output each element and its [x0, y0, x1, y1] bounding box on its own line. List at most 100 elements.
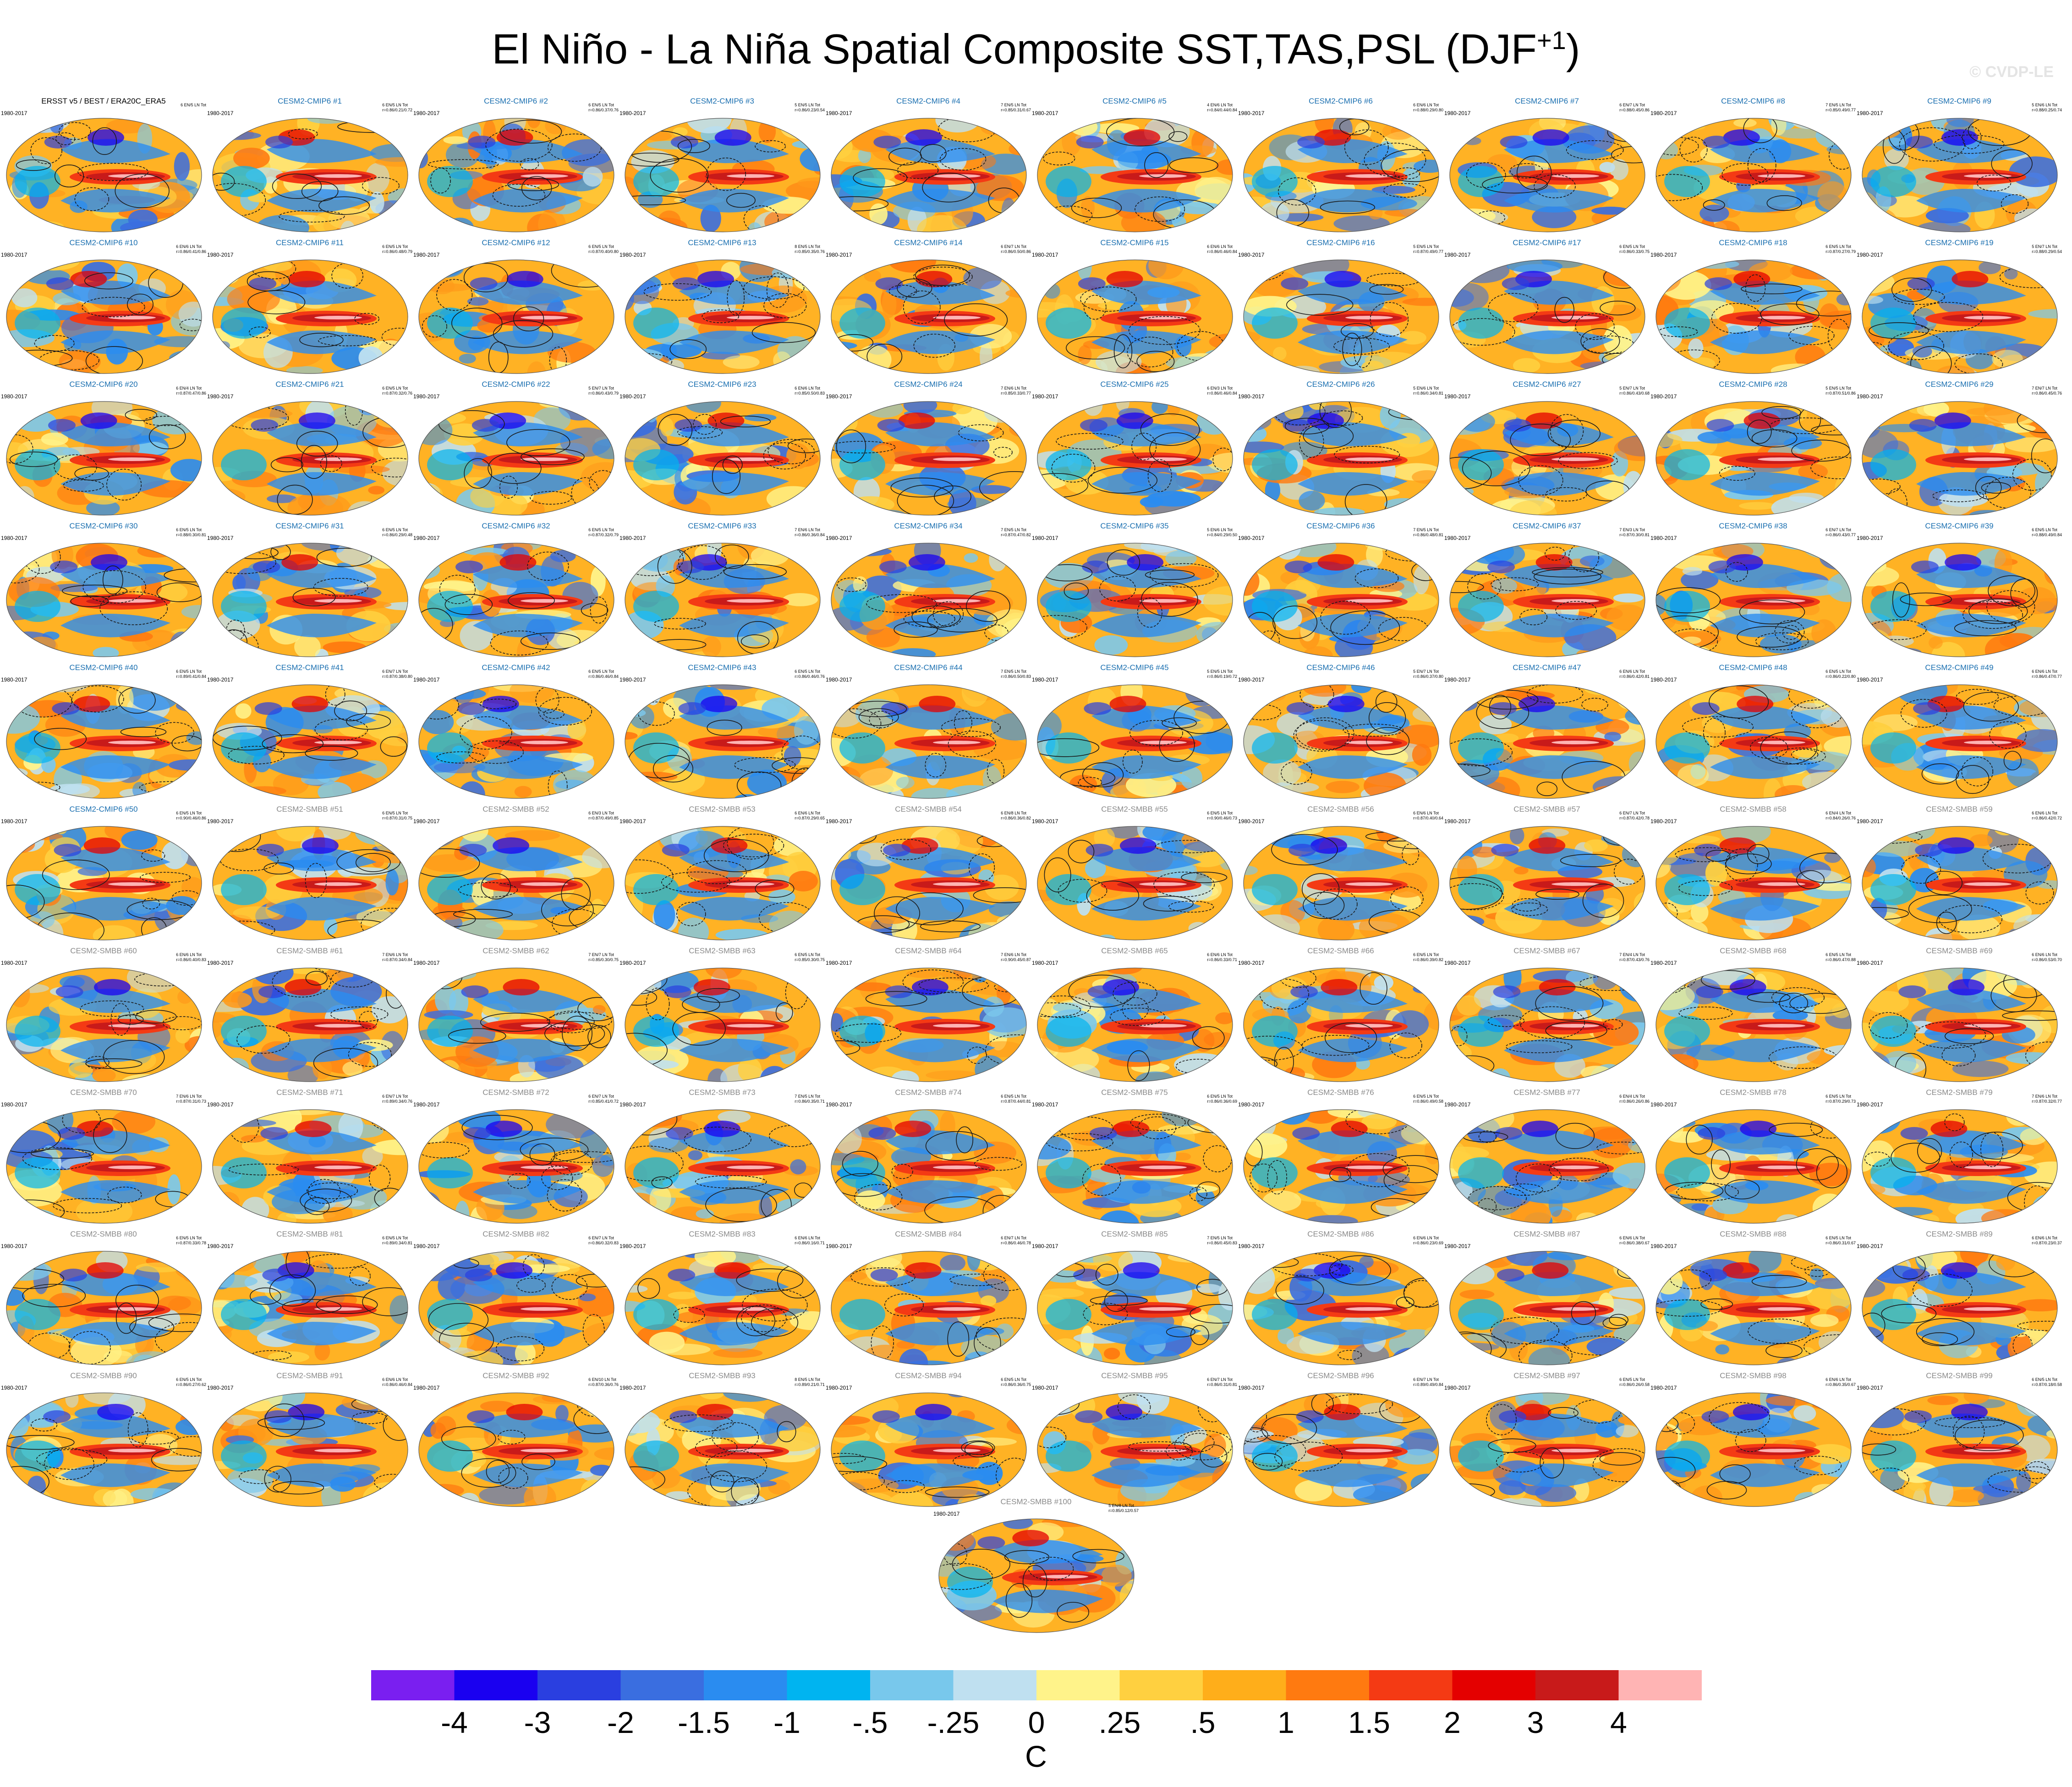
panel-title: CESM2-CMIP6 #22 — [482, 380, 550, 389]
panel-period: 1980-2017 — [207, 818, 234, 825]
panel-period: 1980-2017 — [1238, 1101, 1265, 1108]
panel-title: ERSST v5 / BEST / ERA20C_ERA5 — [41, 97, 166, 105]
map-panel: CESM2-SMBB #89 1980-2017 6 EN/6 LN Tot r=0.… — [1856, 1230, 2063, 1371]
panel-period: 1980-2017 — [1032, 676, 1058, 683]
panel-stats: 7 EN/6 LN Tot r=0.87/0.34/0.84 — [382, 952, 412, 962]
panel-stats: 7 EN/7 LN Tot r=0.86/0.45/0.76 — [2032, 386, 2062, 396]
colorbar-tick-label: -.25 — [927, 1705, 980, 1739]
panel-period: 1980-2017 — [1857, 110, 1883, 116]
map-panel: CESM2-CMIP6 #9 1980-2017 5 EN/6 LN Tot r=0.… — [1856, 97, 2063, 238]
panel-stats: 6 EN/6 LN Tot r=0.86/0.23/0.69 — [1413, 1236, 1443, 1245]
panel-stats: 7 EN/3 LN Tot r=0.87/0.30/0.81 — [1619, 528, 1650, 537]
composite-map — [418, 1109, 614, 1224]
panel-title: CESM2-SMBB #85 — [1101, 1230, 1168, 1238]
panel-period: 1980-2017 — [1238, 676, 1265, 683]
panel-stats: 6 EN/5 LN Tot r=0.89/0.41/0.84 — [176, 669, 206, 679]
composite-map — [938, 1518, 1135, 1633]
composite-map — [212, 826, 408, 940]
panel-period: 1980-2017 — [1032, 252, 1058, 258]
panel-period: 1980-2017 — [207, 393, 234, 400]
panel-stats: 4 EN/6 LN Tot r=0.84/0.44/0.84 — [1207, 103, 1237, 112]
panel-title: CESM2-SMBB #54 — [895, 805, 962, 814]
colorbar-tick-label: -3 — [524, 1705, 551, 1739]
panel-stats: 8 EN/5 LN Tot r=0.89/0.21/0.71 — [795, 1377, 825, 1387]
composite-map — [418, 543, 614, 657]
panel-period: 1980-2017 — [207, 1101, 234, 1108]
map-panel: CESM2-CMIP6 #34 1980-2017 7 EN/5 LN Tot r=0… — [825, 522, 1032, 663]
map-panel: CESM2-CMIP6 #36 1980-2017 7 EN/5 LN Tot r=0… — [1237, 522, 1444, 663]
composite-map — [1862, 968, 2058, 1082]
panel-title: CESM2-CMIP6 #3 — [690, 97, 754, 105]
colorbar-tick-label: -1.5 — [678, 1705, 730, 1739]
panel-title: CESM2-CMIP6 #38 — [1719, 522, 1787, 530]
composite-map — [831, 684, 1027, 799]
panel-stats: 7 EN/6 LN Tot r=0.85/0.33/0.77 — [1001, 386, 1031, 396]
composite-map — [418, 684, 614, 799]
colorbar-tick-label: 2 — [1444, 1705, 1461, 1739]
map-panel: CESM2-CMIP6 #2 1980-2017 6 EN/5 LN Tot r=0.… — [412, 97, 619, 238]
composite-map — [625, 1392, 821, 1507]
panel-title: CESM2-SMBB #60 — [70, 946, 137, 955]
panel-title: CESM2-CMIP6 #35 — [1100, 522, 1169, 530]
map-panel: CESM2-SMBB #87 1980-2017 6 EN/6 LN Tot r=0.… — [1443, 1230, 1650, 1371]
panel-stats: 6 EN/5 LN Tot r=0.86/0.47/0.88 — [1825, 952, 1856, 962]
colorbar-tick-label: 3 — [1527, 1705, 1544, 1739]
map-panel: CESM2-CMIP6 #29 1980-2017 7 EN/7 LN Tot r=0… — [1856, 380, 2063, 522]
panel-period: 1980-2017 — [413, 110, 440, 116]
title-superscript: +1 — [1536, 26, 1566, 55]
panel-stats: 6 EN/8 LN Tot r=0.86/0.36/0.82 — [1001, 811, 1031, 820]
map-panel: CESM2-CMIP6 #23 1980-2017 6 EN/6 LN Tot r=0… — [619, 380, 826, 522]
composite-map — [6, 543, 202, 657]
panel-title: CESM2-CMIP6 #49 — [1925, 663, 1994, 672]
panel-title: CESM2-CMIP6 #6 — [1309, 97, 1373, 105]
panel-stats: 7 EN/5 LN Tot r=0.87/0.47/0.82 — [1001, 528, 1031, 537]
panel-stats: 5 EN/6 LN Tot r=0.86/0.34/0.81 — [1413, 386, 1443, 396]
composite-map — [1655, 259, 1852, 374]
map-panel: CESM2-SMBB #84 1980-2017 6 EN/7 LN Tot r=0.… — [825, 1230, 1032, 1371]
panel-period: 1980-2017 — [826, 535, 852, 541]
panel-period: 1980-2017 — [1857, 393, 1883, 400]
composite-map — [1243, 259, 1439, 374]
panel-stats: 6 EN/5 LN Tot r=0.87/0.32/0.76 — [382, 386, 412, 396]
panel-stats: 5 EN/5 LN Tot r=0.87/0.49/0.77 — [1413, 244, 1443, 254]
panel-title: CESM2-CMIP6 #19 — [1925, 238, 1994, 247]
panel-stats: 7 EN/4 LN Tot r=0.87/0.43/0.76 — [1619, 952, 1650, 962]
panel-title: CESM2-SMBB #61 — [276, 946, 343, 955]
panel-stats: 7 EN/7 LN Tot r=0.85/0.30/0.75 — [588, 952, 619, 962]
map-panel: CESM2-CMIP6 #49 1980-2017 6 EN/6 LN Tot r=0… — [1856, 664, 2063, 805]
map-panel: CESM2-SMBB #56 1980-2017 6 EN/6 LN Tot r=0.… — [1237, 805, 1444, 946]
composite-map — [212, 1251, 408, 1365]
composite-map — [1037, 118, 1233, 232]
map-panel: CESM2-SMBB #79 1980-2017 7 EN/6 LN Tot r=0.… — [1856, 1089, 2063, 1230]
panel-period: 1980-2017 — [826, 676, 852, 683]
panel-title: CESM2-SMBB #96 — [1307, 1371, 1374, 1380]
panel-period: 1980-2017 — [1238, 535, 1265, 541]
map-panel: CESM2-SMBB #81 1980-2017 6 EN/5 LN Tot r=0.… — [206, 1230, 413, 1371]
panel-stats: 5 EN/7 LN Tot r=0.88/0.29/0.54 — [2032, 244, 2062, 254]
panel-title: CESM2-SMBB #71 — [276, 1088, 343, 1097]
composite-map — [1243, 684, 1439, 799]
panel-period: 1980-2017 — [1444, 252, 1471, 258]
map-panel: CESM2-CMIP6 #20 1980-2017 6 EN/4 LN Tot r=0… — [0, 380, 207, 522]
panel-period: 1980-2017 — [619, 252, 646, 258]
panel-period: 1980-2017 — [826, 1385, 852, 1391]
panel-period: 1980-2017 — [207, 252, 234, 258]
panel-title: CESM2-SMBB #98 — [1720, 1371, 1787, 1380]
composite-map — [212, 684, 408, 799]
panel-stats: 5 EN/5 LN Tot r=0.86/0.23/0.54 — [795, 103, 825, 112]
composite-map — [831, 259, 1027, 374]
panel-period: 1980-2017 — [826, 960, 852, 966]
composite-map — [831, 1109, 1027, 1224]
map-panel: CESM2-SMBB #82 1980-2017 6 EN/7 LN Tot r=0.… — [412, 1230, 619, 1371]
panel-stats: 6 EN/6 LN Tot r=0.87/0.29/0.65 — [795, 811, 825, 820]
panel-stats: 6 EN/6 LN Tot r=0.86/0.42/0.72 — [2032, 811, 2062, 820]
panel-period: 1980-2017 — [826, 1101, 852, 1108]
panel-title: CESM2-SMBB #67 — [1513, 946, 1580, 955]
panel-stats: 6 EN/6 LN Tot r=0.85/0.50/0.83 — [795, 386, 825, 396]
panel-title: CESM2-CMIP6 #28 — [1719, 380, 1787, 389]
composite-map — [418, 1392, 614, 1507]
composite-map — [1449, 1251, 1645, 1365]
panel-stats: 6 EN/5 LN Tot r=0.88/0.30/0.81 — [176, 528, 206, 537]
map-panel: CESM2-CMIP6 #11 1980-2017 6 EN/5 LN Tot r=0… — [206, 239, 413, 380]
panel-period: 1980-2017 — [1032, 1243, 1058, 1249]
